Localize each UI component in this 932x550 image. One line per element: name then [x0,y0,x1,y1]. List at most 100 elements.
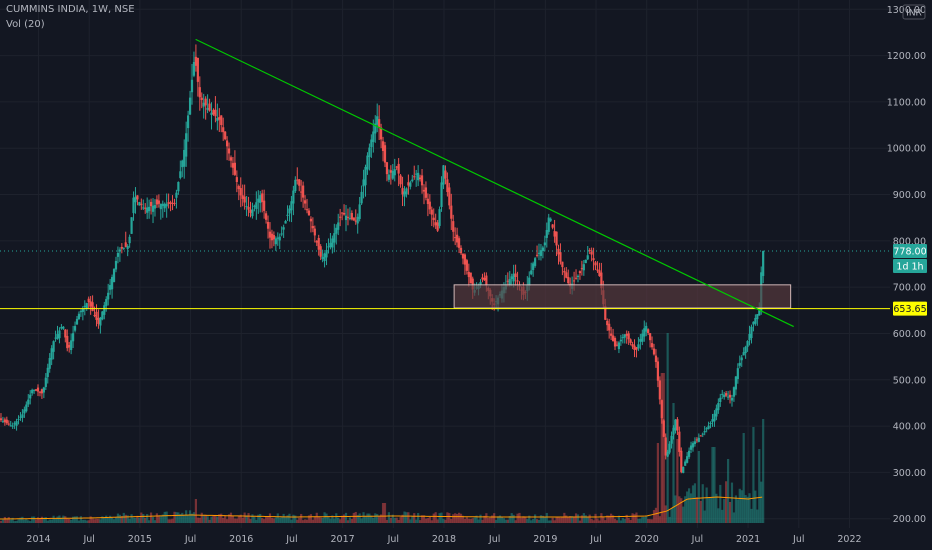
candle-body [678,431,681,452]
candle-body [723,394,726,398]
volume-bar [611,515,615,523]
candle-body [81,308,84,312]
candle [245,196,248,217]
y-tick-label: 1100.00 [887,97,926,108]
volume-bar [253,516,256,523]
candle-body [465,260,468,271]
volume-bar [331,515,334,523]
candle [399,173,402,188]
volume-bar [450,518,453,523]
volume-bar [40,516,44,523]
candle [292,185,295,216]
candle-body [600,272,603,289]
volume-bar [173,511,176,523]
candle [263,189,266,219]
volume-bar [323,512,326,523]
candle [547,213,550,235]
candle-body [709,422,712,424]
volume-bar [64,516,67,523]
volume-bar [325,513,328,523]
volume-bar [307,515,311,523]
volume-bar [689,493,693,523]
candle [467,263,470,287]
candle-body [680,450,683,473]
candle-body [539,250,543,256]
candle-body [261,193,264,203]
volume-bar [339,519,342,523]
candle-body [167,202,170,204]
candle [403,186,406,207]
candle [272,231,275,247]
candle [530,262,533,276]
volume-bar [87,520,90,523]
candle [483,272,486,281]
volume-bar [606,515,609,523]
volume-bar [161,514,164,523]
last-price-badge-background [893,244,927,259]
candle-body [75,318,79,325]
candle-body [346,216,350,218]
candle-body [479,282,482,285]
candle-body [66,335,69,349]
candle [1,416,5,423]
volume-bar [383,503,387,523]
candle [417,165,420,187]
volume-bar [756,509,759,523]
candle-body [161,203,164,207]
candle [697,433,700,443]
candle [266,215,270,239]
volume-bar [752,427,755,523]
candle-body [110,277,114,290]
candle [75,315,79,326]
volume-bar [537,520,541,523]
volume-bar [198,517,201,523]
volume-bar [656,443,660,523]
volume-bar [107,517,110,523]
candle-body [664,437,667,456]
candle [33,389,36,394]
volume-bar [190,513,194,523]
volume-bar [705,487,708,523]
volume-bar [613,518,617,523]
volume-bar [389,517,392,523]
candle-body [70,340,73,351]
volume-bar [528,515,531,523]
volume-bar [313,516,316,523]
volume-bar [19,517,22,523]
y-tick-label: 1200.00 [887,51,926,62]
candle [619,334,622,346]
candle [179,160,182,180]
candle [459,245,463,255]
candle-body [450,205,453,219]
volume-bar [259,513,262,523]
candle [456,227,459,248]
candle-body [212,109,215,115]
candle-body [72,333,75,342]
volume-bar [508,516,511,523]
volume-bar [344,512,348,523]
volume-bar [526,519,529,523]
volume-bar [235,518,238,523]
candle-body [79,311,82,313]
volume-bar [580,515,583,523]
candle-body [64,329,67,338]
candle-body [483,277,486,281]
candle [222,117,225,141]
volume-bar [142,514,145,523]
candle [481,273,484,283]
volume-bar [660,373,663,523]
candle-body [126,245,129,249]
volume-bar [91,518,94,523]
candle [378,105,381,141]
volume-bar [627,517,630,523]
candle-body [415,173,418,175]
candle [251,202,254,219]
volume-indicator-label[interactable]: Vol (20) [6,19,45,30]
candle [19,412,22,421]
candle-body [220,115,223,125]
volume-bar [231,515,235,523]
candle-body [34,389,38,391]
volume-bar [280,517,283,523]
